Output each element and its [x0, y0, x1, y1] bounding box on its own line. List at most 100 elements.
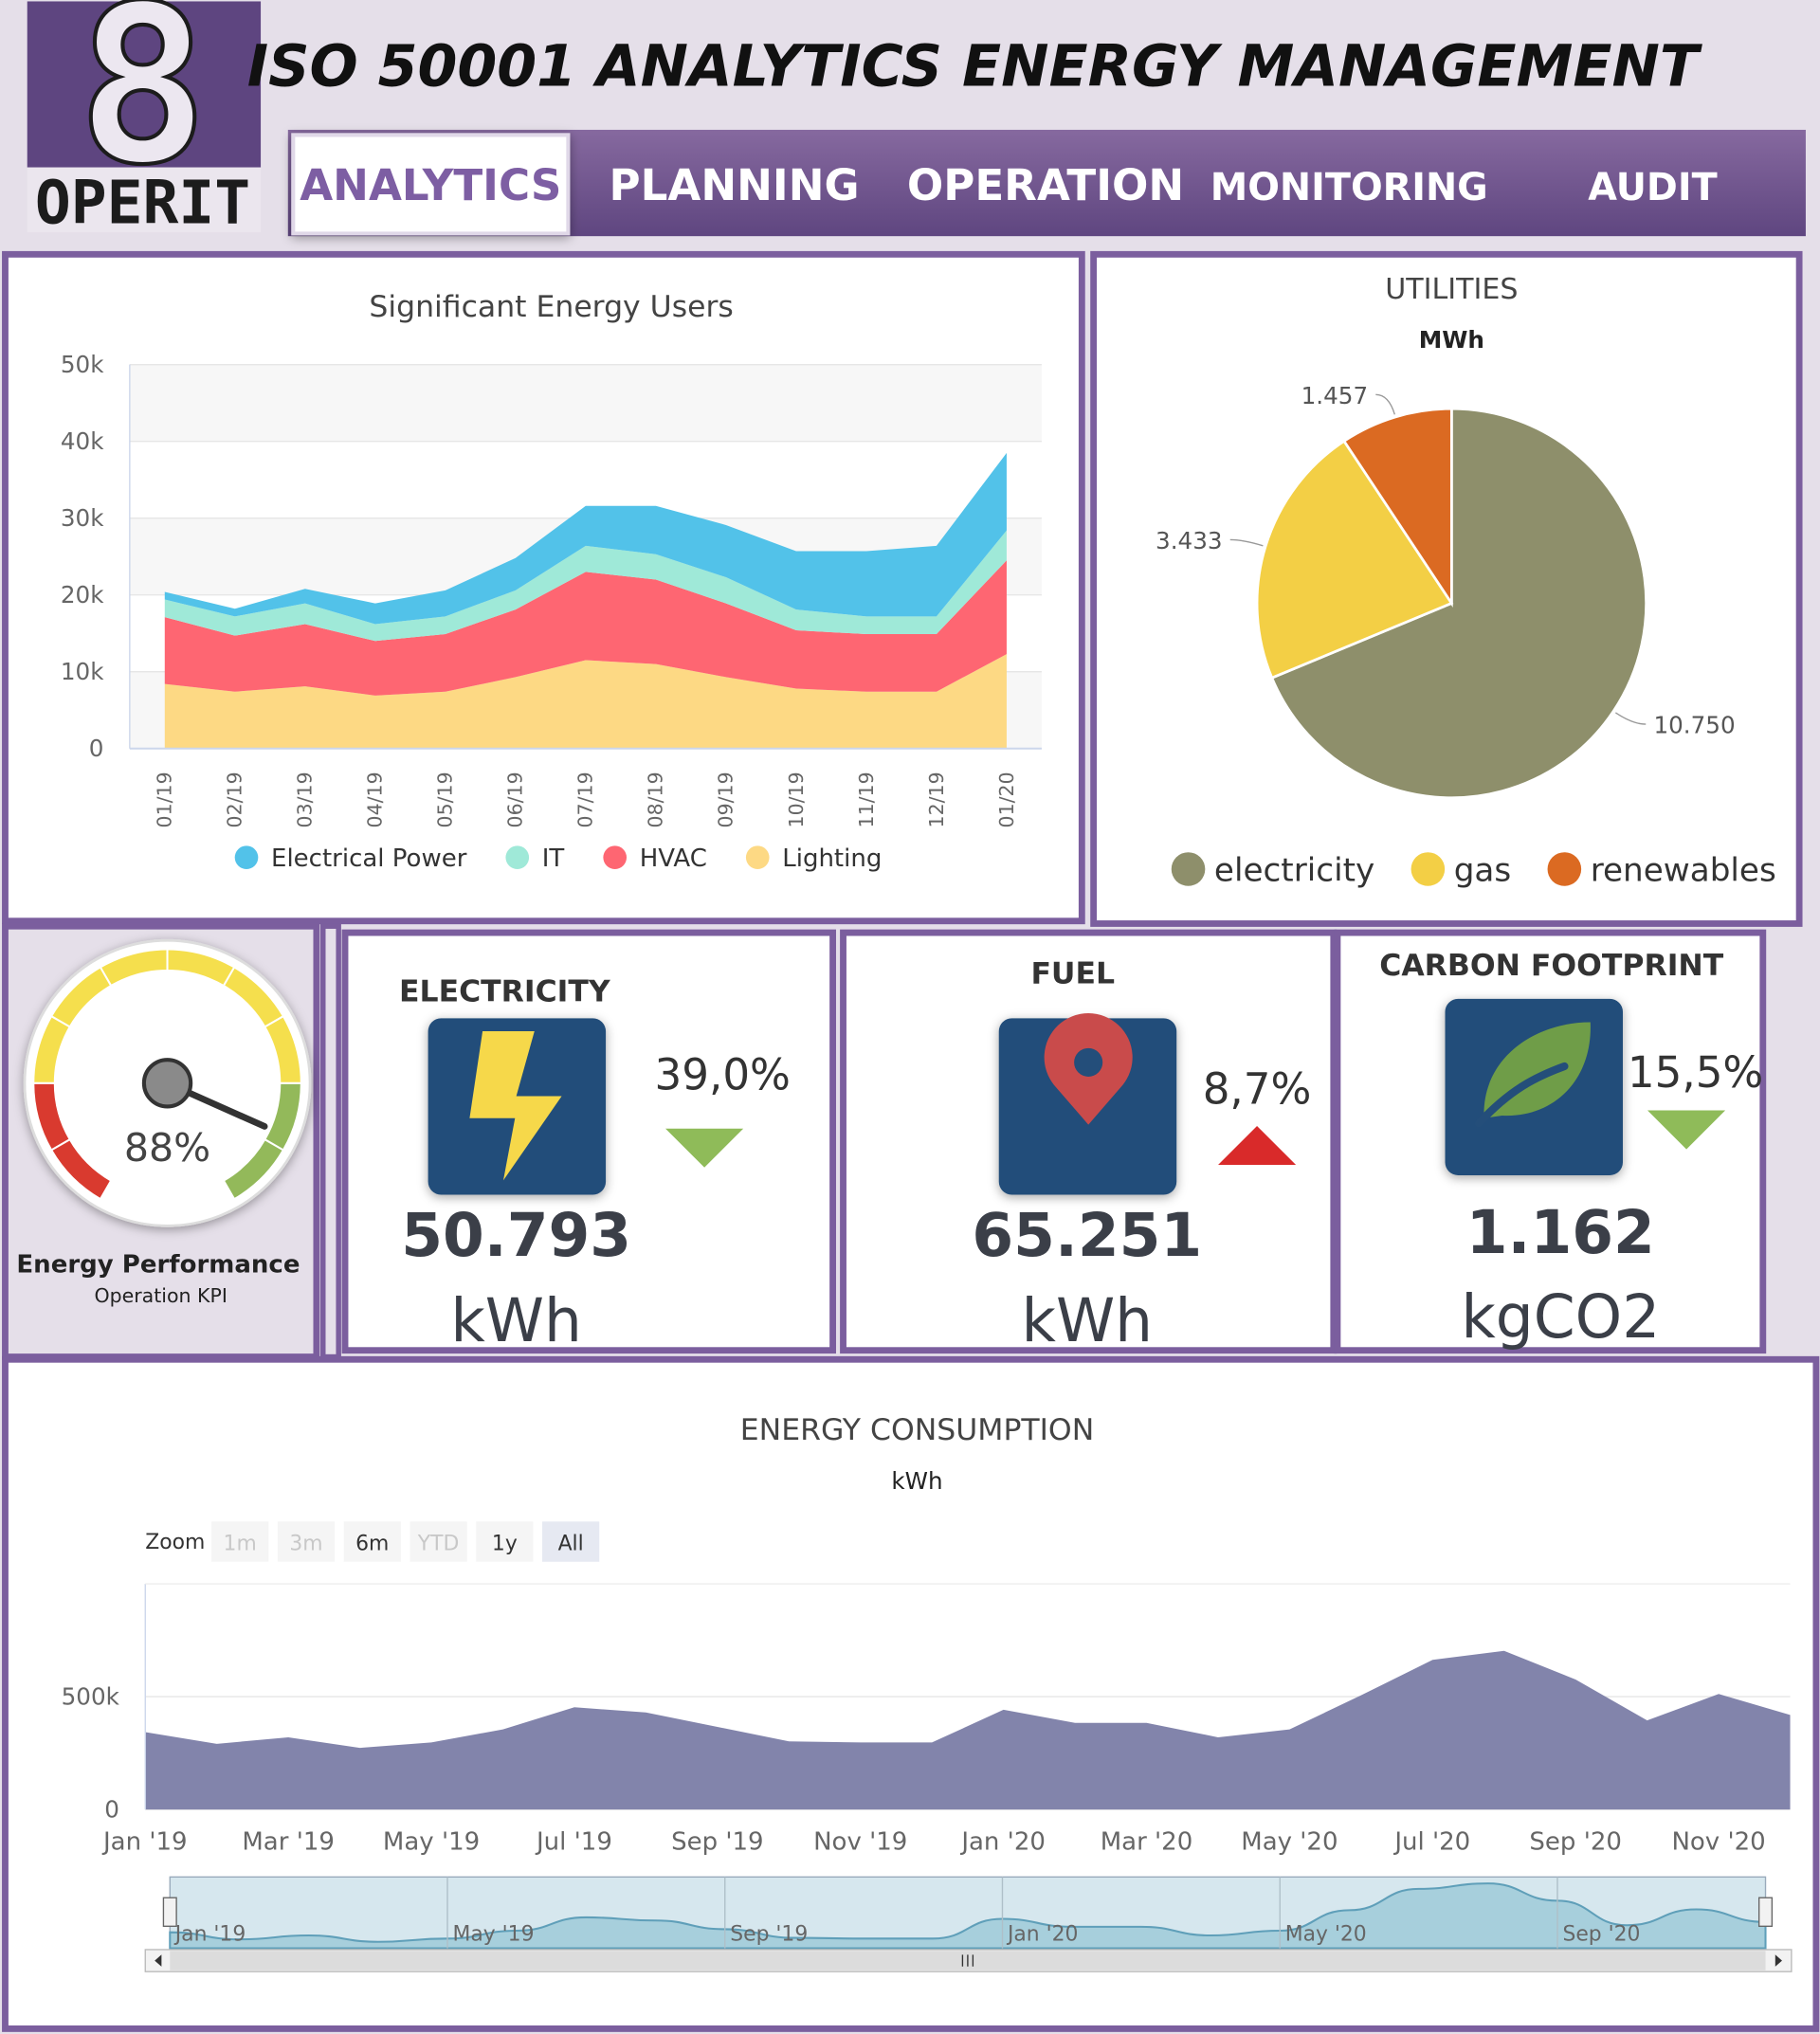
y-tick-label: 40k — [61, 427, 104, 455]
x-tick-label: 06/19 — [504, 772, 527, 827]
zoom-button[interactable] — [542, 1521, 600, 1562]
gauge-subtitle: Operation KPI — [94, 1284, 228, 1307]
x-tick-label: 04/19 — [364, 772, 387, 827]
legend-label[interactable]: IT — [542, 844, 565, 873]
nav-tab[interactable]: MONITORING — [1210, 166, 1488, 209]
bolt-icon — [469, 1031, 562, 1181]
area-series — [164, 452, 1007, 625]
y-tick-label: 30k — [61, 504, 104, 532]
grid-band — [129, 364, 1042, 442]
logo-top — [27, 1, 262, 168]
y-tick-label: 10k — [61, 658, 104, 685]
navigator-tick-label: Sep '20 — [1562, 1922, 1640, 1946]
nav-tab[interactable]: OPERATION — [907, 160, 1184, 210]
navigator-handle[interactable] — [162, 1897, 177, 1927]
kpi-title: FUEL — [1030, 956, 1115, 990]
nav-tab[interactable]: ANALYTICS — [300, 160, 561, 210]
x-tick-label: 01/20 — [995, 772, 1018, 827]
zoom-button-label[interactable]: YTD — [417, 1532, 460, 1555]
legend-marker — [505, 845, 530, 869]
zoom-button[interactable] — [410, 1521, 467, 1562]
trend-arrow — [1218, 1125, 1297, 1166]
zoom-button-label[interactable]: 6m — [355, 1532, 389, 1555]
nav-tab[interactable]: AUDIT — [1588, 166, 1717, 209]
area-series — [145, 1650, 1791, 1810]
chart-title: Significant Energy Users — [369, 290, 733, 324]
gauge-tick — [264, 1138, 284, 1152]
x-tick-label: May '20 — [1241, 1828, 1338, 1857]
kpi-change: 15,5% — [1628, 1047, 1763, 1098]
legend-label[interactable]: electricity — [1214, 851, 1374, 889]
kpi-icon — [428, 1018, 607, 1195]
x-tick-label: Jan '20 — [959, 1828, 1046, 1857]
x-tick-label: Sep '20 — [1529, 1828, 1622, 1857]
page-title: ISO 50001 ANALYTICS ENERGY MANAGEMENT — [247, 33, 1703, 100]
zoom-button[interactable] — [343, 1521, 401, 1562]
trend-arrow — [1647, 1110, 1726, 1150]
x-tick-label: 03/19 — [294, 772, 317, 827]
legend-label[interactable]: gas — [1454, 851, 1512, 889]
x-tick-label: Sep '19 — [671, 1828, 764, 1857]
gauge-title: Energy Performance — [16, 1251, 300, 1280]
y-tick-label: 0 — [89, 735, 104, 762]
legend-label[interactable]: HVAC — [640, 844, 707, 873]
nav-tab[interactable]: PLANNING — [610, 160, 860, 210]
kpi-value: 1.162 — [1466, 1198, 1655, 1267]
scrollbar-arrows — [155, 1954, 1782, 1967]
kpi-icon — [998, 1013, 1177, 1195]
x-tick-label: Mar '20 — [1101, 1828, 1193, 1857]
gauge-tick — [264, 1015, 284, 1028]
pie-slice[interactable] — [1255, 439, 1454, 680]
x-tick-label: May '19 — [383, 1828, 480, 1857]
logo-digit: 8 — [77, 0, 208, 213]
kpi-unit: kWh — [1022, 1286, 1154, 1355]
chart-subtitle: MWh — [1419, 326, 1484, 354]
zoom-button-label[interactable]: 3m — [289, 1532, 322, 1555]
pie-slice[interactable] — [1269, 407, 1647, 800]
data-label: 10.750 — [1653, 712, 1735, 739]
zoom-button[interactable] — [211, 1521, 269, 1562]
navigator-handle[interactable] — [1757, 1897, 1774, 1927]
data-label: 1.457 — [1301, 382, 1369, 409]
x-tick-label: 05/19 — [434, 772, 457, 827]
data-label: 3.433 — [1156, 527, 1223, 554]
x-tick-label: 02/19 — [224, 772, 246, 827]
navigator-tick-label: Sep '19 — [730, 1922, 808, 1946]
navigator-tick-label: Jan '20 — [1006, 1922, 1079, 1946]
kpi-change: 8,7% — [1203, 1064, 1312, 1115]
zoom-button[interactable] — [476, 1521, 534, 1562]
x-tick-label: Nov '19 — [813, 1828, 907, 1857]
x-tick-label: Jul '20 — [1392, 1828, 1470, 1857]
zoom-button-label[interactable]: All — [558, 1532, 584, 1555]
leaf-stem — [1474, 1062, 1569, 1128]
gauge-tick — [50, 1138, 70, 1152]
legend-label[interactable]: Lighting — [782, 844, 882, 873]
x-tick-label: 12/19 — [925, 772, 948, 827]
x-tick-label: 09/19 — [715, 772, 737, 827]
trend-arrow — [665, 1128, 744, 1168]
zoom-button-label[interactable]: 1y — [492, 1532, 518, 1555]
legend-label[interactable]: Electrical Power — [271, 844, 467, 873]
kpi-change: 39,0% — [655, 1050, 791, 1100]
x-tick-label: Nov '20 — [1671, 1828, 1765, 1857]
gauge-tick — [223, 967, 235, 987]
legend-marker — [1547, 852, 1582, 886]
x-tick-label: Mar '19 — [242, 1828, 335, 1857]
area-series — [164, 530, 1007, 642]
x-tick-label: 10/19 — [785, 772, 808, 827]
y-tick-label: 500k — [62, 1682, 120, 1710]
gauge-tick — [100, 1180, 112, 1200]
x-tick-label: Jul '19 — [535, 1828, 612, 1857]
x-tick-label: 11/19 — [855, 772, 878, 827]
nav-tab-active[interactable] — [291, 133, 571, 236]
pie-slice[interactable] — [1342, 407, 1453, 608]
zoom-button[interactable] — [277, 1521, 336, 1562]
x-tick-label: 01/19 — [154, 772, 176, 827]
zoom-button-label[interactable]: 1m — [224, 1532, 257, 1555]
legend-marker — [603, 845, 628, 869]
kpi-title: ELECTRICITY — [399, 975, 611, 1009]
legend-label[interactable]: renewables — [1591, 851, 1776, 889]
gauge-tick — [223, 1180, 235, 1200]
